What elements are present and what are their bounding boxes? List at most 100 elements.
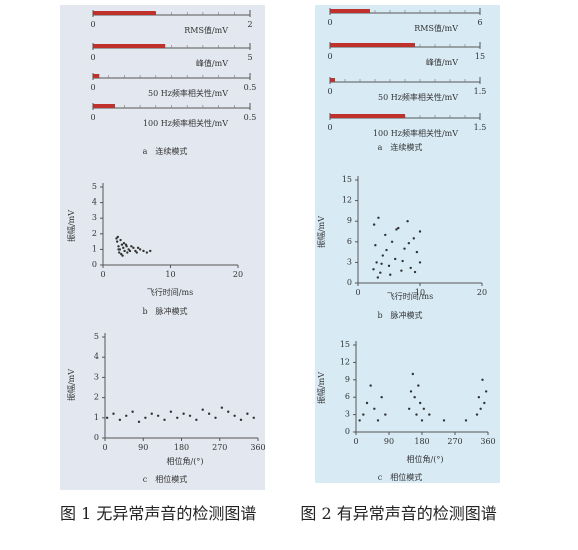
- point: [387, 264, 391, 268]
- point: [123, 249, 126, 253]
- x-tick-label: 0: [353, 437, 358, 446]
- point: [120, 252, 123, 256]
- point: [372, 223, 376, 226]
- point: [121, 254, 124, 257]
- tick-label: 15: [475, 52, 485, 61]
- y-tick-label: 6: [347, 237, 352, 246]
- point: [127, 248, 130, 251]
- x-axis-label: 飞行时间/ms: [147, 287, 193, 297]
- point: [418, 401, 422, 405]
- gauge-label: 50 Hz频率相关性/mV: [378, 92, 458, 102]
- y-tick-label: 2: [92, 229, 97, 238]
- y-tick-label: 3: [94, 372, 99, 381]
- point: [126, 251, 129, 254]
- point: [132, 246, 135, 250]
- panel-caption: c 相位模式: [378, 472, 422, 482]
- y-axis-label: 振幅/mV: [316, 372, 326, 404]
- x-tick-label: 10: [165, 270, 175, 279]
- y-tick-label: 0: [347, 278, 352, 287]
- point: [156, 414, 160, 417]
- gauge-bar: [330, 9, 370, 13]
- tick-label: 1.5: [474, 123, 487, 132]
- y-axis-label: 振幅/mV: [316, 216, 326, 248]
- point: [377, 216, 380, 219]
- gauge-label: 100 Hz频率相关性/mV: [373, 128, 458, 138]
- point: [409, 390, 413, 393]
- y-tick-label: 1: [92, 244, 97, 253]
- x-tick-label: 20: [477, 288, 487, 297]
- point: [464, 419, 468, 422]
- panel-caption: b 脉冲模式: [142, 306, 187, 316]
- y-tick-label: 5: [94, 332, 99, 341]
- gauge-bar: [93, 104, 115, 108]
- point: [188, 414, 192, 417]
- point: [115, 240, 119, 243]
- x-tick-label: 10: [415, 288, 425, 297]
- point: [105, 416, 109, 419]
- x-tick-label: 270: [212, 443, 227, 452]
- x-tick-label: 90: [384, 437, 394, 446]
- point: [136, 246, 140, 250]
- caption: 图 2 有异常声音的检测图谱: [300, 504, 497, 523]
- gauge-bar: [93, 11, 156, 15]
- y-tick-label: 4: [92, 198, 97, 207]
- x-tick-label: 180: [174, 443, 189, 452]
- gauge-bar: [330, 78, 335, 82]
- point: [128, 249, 132, 253]
- point: [395, 228, 398, 231]
- point: [372, 268, 375, 271]
- point: [125, 414, 128, 417]
- y-tick-label: 1: [94, 413, 99, 422]
- point: [373, 407, 376, 410]
- y-tick-label: 12: [340, 357, 350, 366]
- point: [374, 244, 377, 247]
- x-axis-label: 飞行时间/ms: [387, 291, 433, 301]
- point: [182, 412, 185, 415]
- point: [252, 416, 255, 419]
- point: [195, 418, 198, 422]
- gauge-label: 100 Hz频率相关性/mV: [143, 118, 228, 128]
- caption: 图 1 无异常声音的检测图谱: [60, 504, 257, 523]
- point: [233, 414, 236, 417]
- point: [483, 401, 486, 405]
- figure-captions: 图 1 无异常声音的检测图谱 图 2 有异常声音的检测图谱: [20, 500, 572, 528]
- point: [142, 249, 145, 253]
- point: [412, 237, 415, 240]
- point: [420, 419, 424, 422]
- tick-label: 0: [327, 123, 332, 132]
- x-tick-label: 360: [250, 443, 265, 452]
- point: [409, 266, 412, 270]
- panel-caption: a 连续模式: [143, 146, 188, 156]
- x-tick-label: 360: [480, 437, 495, 446]
- tick-label: 0: [90, 20, 95, 29]
- point: [481, 378, 484, 381]
- point: [138, 248, 142, 251]
- point: [400, 269, 403, 272]
- point: [214, 416, 217, 419]
- y-tick-label: 4: [94, 352, 99, 361]
- point: [220, 406, 224, 409]
- gauge-label: 50 Hz频率相关性/mV: [148, 88, 228, 98]
- x-tick-label: 270: [447, 437, 462, 446]
- point: [380, 262, 383, 265]
- point: [376, 419, 380, 422]
- point: [397, 226, 400, 230]
- gauge-label: RMS值/mV: [414, 23, 458, 33]
- point: [118, 418, 122, 422]
- tick-label: 0: [90, 83, 95, 92]
- point: [417, 384, 420, 387]
- point: [117, 245, 120, 248]
- tick-label: 6: [477, 18, 482, 27]
- y-tick-label: 15: [342, 175, 352, 184]
- point: [122, 246, 125, 250]
- gauge-label: 峰值/mV: [196, 58, 228, 68]
- x-tick-label: 20: [233, 270, 243, 279]
- tick-label: 0: [327, 52, 332, 61]
- y-tick-label: 9: [347, 216, 352, 225]
- y-tick-label: 5: [92, 182, 97, 191]
- panel-bg: [315, 5, 500, 483]
- point: [380, 396, 383, 399]
- point: [134, 249, 137, 253]
- gauge-bar: [93, 44, 166, 48]
